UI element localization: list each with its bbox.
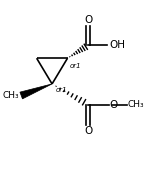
Text: O: O	[110, 99, 118, 110]
Text: CH₃: CH₃	[128, 100, 145, 109]
Text: O: O	[84, 126, 92, 136]
Text: OH: OH	[109, 40, 125, 50]
Text: or1: or1	[69, 63, 81, 69]
Text: CH₃: CH₃	[3, 91, 19, 100]
Polygon shape	[20, 84, 52, 99]
Text: or1: or1	[55, 87, 67, 93]
Text: O: O	[84, 15, 92, 25]
